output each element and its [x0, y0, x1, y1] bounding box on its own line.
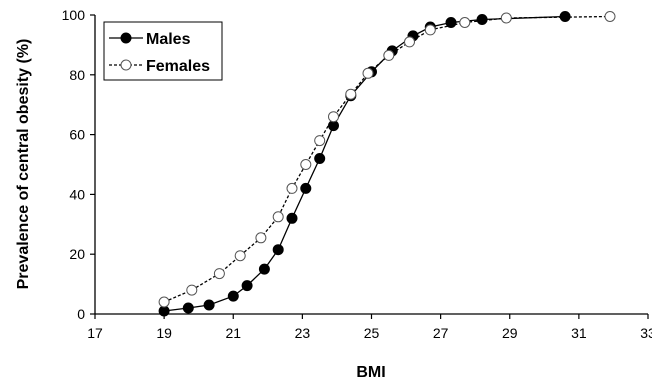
- x-axis-label: BMI: [356, 364, 385, 381]
- data-point-females: [345, 88, 357, 100]
- data-point-males: [203, 299, 215, 311]
- y-axis-ticks: 0 20 40 60 80 100: [62, 7, 95, 322]
- legend-males-marker: [120, 32, 132, 44]
- data-point-females: [213, 268, 225, 280]
- x-tick-label: 29: [502, 325, 518, 341]
- x-axis-ticks: 17 19 21 23 25 27 29 31 33: [87, 314, 652, 341]
- data-point-females: [286, 182, 298, 194]
- data-point-females: [500, 12, 512, 24]
- y-tick-label: 100: [62, 7, 86, 23]
- x-tick-label: 27: [433, 325, 449, 341]
- data-point-females: [328, 111, 339, 123]
- x-tick-label: 19: [156, 325, 172, 341]
- series-layer: [158, 11, 616, 317]
- data-point-females: [255, 232, 267, 244]
- data-point-females: [404, 36, 415, 48]
- legend-box: [103, 21, 223, 81]
- data-point-males: [476, 14, 488, 25]
- x-tick-label: 25: [364, 325, 380, 341]
- data-point-females: [314, 135, 326, 147]
- y-axis-label: Prevalence of central obesity (%): [15, 39, 32, 290]
- series-line-males: [164, 15, 566, 312]
- legend-females-label: Females: [146, 58, 210, 75]
- data-point-females: [272, 211, 284, 223]
- x-tick-label: 21: [225, 325, 241, 341]
- data-point-males: [241, 280, 253, 292]
- data-point-males: [300, 182, 312, 194]
- data-point-females: [383, 49, 395, 61]
- x-tick-label: 23: [295, 325, 311, 341]
- data-point-males: [272, 244, 284, 256]
- y-tick-label: 60: [69, 127, 85, 143]
- y-tick-label: 80: [69, 67, 85, 83]
- legend-females-marker: [120, 59, 132, 71]
- y-tick-label: 40: [69, 186, 85, 202]
- data-point-females: [158, 296, 170, 308]
- data-point-females: [186, 284, 198, 296]
- data-point-females: [424, 24, 436, 36]
- data-point-females: [362, 67, 374, 79]
- legend: Males Females: [103, 21, 223, 81]
- legend-males-label: Males: [146, 31, 191, 48]
- y-tick-label: 0: [77, 306, 85, 322]
- data-point-males: [286, 212, 298, 224]
- series-females: [158, 11, 616, 308]
- data-point-males: [314, 153, 326, 164]
- series-males: [158, 11, 571, 317]
- x-tick-label: 33: [640, 325, 652, 341]
- data-point-females: [300, 159, 312, 170]
- data-point-males: [445, 17, 457, 28]
- data-point-females: [234, 250, 246, 262]
- data-point-females: [459, 17, 471, 28]
- data-point-males: [258, 263, 270, 275]
- data-point-males: [227, 290, 239, 302]
- data-point-males: [182, 302, 194, 314]
- y-tick-label: 20: [69, 246, 85, 262]
- x-tick-label: 17: [87, 325, 103, 341]
- x-tick-label: 31: [571, 325, 587, 341]
- data-point-females: [604, 11, 616, 22]
